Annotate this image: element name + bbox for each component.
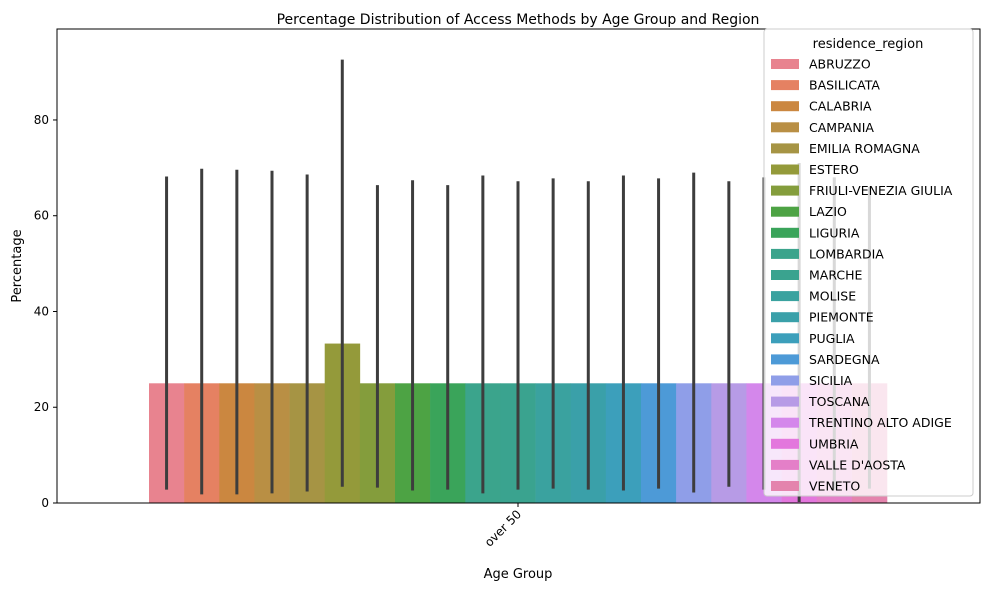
legend-swatch xyxy=(771,312,799,323)
legend-swatch xyxy=(771,438,799,449)
legend-label: PUGLIA xyxy=(809,331,855,346)
legend-label: SICILIA xyxy=(809,373,853,388)
legend-swatch xyxy=(771,185,799,196)
legend-swatch xyxy=(771,227,799,238)
x-axis: over 50 xyxy=(482,503,524,550)
legend-swatch xyxy=(771,291,799,302)
legend-label: EMILIA ROMAGNA xyxy=(809,141,920,156)
legend-items: ABRUZZO BASILICATA CALABRIA CAMPANIA EMILIA … xyxy=(771,57,953,494)
legend-label: PIEMONTE xyxy=(809,310,874,325)
legend-swatch xyxy=(771,248,799,259)
legend-label: VALLE D'AOSTA xyxy=(809,457,906,472)
legend-label: MOLISE xyxy=(809,289,856,304)
legend-swatch xyxy=(771,354,799,365)
legend-swatch xyxy=(771,481,799,491)
legend-swatch xyxy=(771,375,799,386)
y-tick-label: 60 xyxy=(34,209,49,223)
legend-swatch xyxy=(771,206,799,217)
legend: residence_region ABRUZZO BASILICATA CALABR… xyxy=(763,28,974,497)
legend-swatch xyxy=(771,59,799,69)
y-tick-label: 80 xyxy=(34,113,49,127)
x-tick-label: over 50 xyxy=(482,507,524,549)
y-axis-label: Percentage xyxy=(10,229,25,302)
legend-swatch xyxy=(771,459,799,470)
legend-swatch xyxy=(771,270,799,280)
legend-label: SARDEGNA xyxy=(809,352,880,367)
legend-swatch xyxy=(771,122,799,133)
legend-title: residence_region xyxy=(813,37,924,52)
legend-label: LAZIO xyxy=(809,204,847,219)
y-tick-label: 20 xyxy=(34,400,49,414)
legend-swatch xyxy=(771,101,799,112)
legend-label: FRIULI-VENEZIA GIULIA xyxy=(809,183,953,198)
legend-label: CALABRIA xyxy=(809,99,872,114)
legend-label: TOSCANA xyxy=(808,394,870,409)
legend-label: VENETO xyxy=(809,479,860,494)
legend-frame xyxy=(763,28,974,497)
legend-label: LOMBARDIA xyxy=(809,246,884,261)
legend-swatch xyxy=(771,333,799,344)
legend-label: CAMPANIA xyxy=(809,120,874,135)
legend-label: TRENTINO ALTO ADIGE xyxy=(808,415,952,430)
chart-title: Percentage Distribution of Access Method… xyxy=(277,12,760,28)
y-tick-label: 40 xyxy=(34,304,49,318)
legend-label: BASILICATA xyxy=(809,78,880,93)
legend-swatch xyxy=(771,396,799,407)
legend-label: ABRUZZO xyxy=(809,57,871,72)
legend-label: MARCHE xyxy=(809,268,863,283)
legend-swatch xyxy=(771,80,799,91)
y-axis: 0 20 40 60 80 xyxy=(34,113,57,510)
legend-label: UMBRIA xyxy=(809,436,859,451)
legend-swatch xyxy=(771,417,799,428)
legend-label: ESTERO xyxy=(809,162,859,177)
x-axis-label: Age Group xyxy=(484,567,553,582)
legend-label: LIGURIA xyxy=(809,225,860,240)
legend-swatch xyxy=(771,143,799,154)
y-tick-label: 0 xyxy=(41,496,49,510)
legend-swatch xyxy=(771,164,799,175)
